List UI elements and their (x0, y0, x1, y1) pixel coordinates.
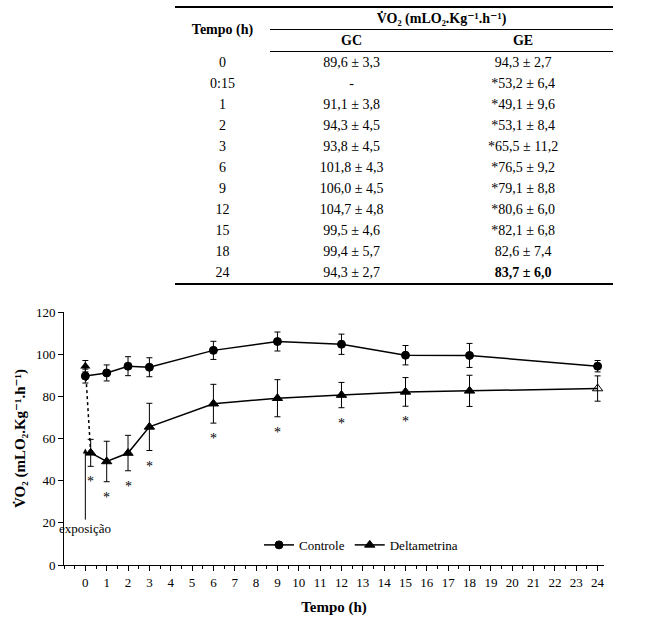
html-text:94,3 ± 2,7: 94,3 ± 2,7 (323, 265, 380, 280)
html-text:94,3 ± 2,7: 94,3 ± 2,7 (494, 55, 552, 70)
html-text:3: 3 (219, 139, 226, 154)
svg-text:18: 18 (463, 575, 476, 590)
svg-text:*: * (125, 479, 132, 494)
html-text:6: 6 (219, 160, 226, 175)
svg-text:Controle: Controle (299, 538, 345, 553)
svg-text:*: * (146, 459, 153, 474)
svg-text:*: * (87, 474, 94, 489)
svg-text:*: * (210, 431, 217, 446)
svg-text:0: 0 (82, 575, 89, 590)
svg-text:17: 17 (442, 575, 456, 590)
svg-text:4: 4 (167, 575, 174, 590)
html-text:101,8 ± 4,3: 101,8 ± 4,3 (319, 160, 384, 175)
html-text:9: 9 (219, 181, 226, 196)
svg-text:10: 10 (292, 575, 305, 590)
html-text:89,6 ± 3,3: 89,6 ± 3,3 (323, 55, 380, 70)
svg-text:22: 22 (548, 575, 561, 590)
html-text:*65,5 ± 11,2: *65,5 ± 11,2 (488, 139, 559, 154)
html-text:GE: GE (513, 33, 534, 48)
svg-text:9: 9 (274, 575, 281, 590)
svg-text:100: 100 (36, 347, 56, 362)
html-text:*53,1 ± 8,4: *53,1 ± 8,4 (491, 118, 555, 133)
html-text:94,3 ± 4,5: 94,3 ± 4,5 (323, 118, 380, 133)
html-text:99,4 ± 5,7: 99,4 ± 5,7 (323, 244, 380, 259)
svg-text:40: 40 (42, 473, 55, 488)
html-text:104,7 ± 4,8: 104,7 ± 4,8 (319, 202, 384, 217)
svg-text:13: 13 (356, 575, 369, 590)
svg-text:6: 6 (210, 575, 217, 590)
svg-text:3: 3 (146, 575, 153, 590)
svg-text:60: 60 (42, 431, 55, 446)
html-text:*79,1 ± 8,8: *79,1 ± 8,8 (491, 181, 555, 196)
html-text:0: 0 (219, 54, 226, 70)
svg-text:*: * (103, 490, 110, 505)
html-text:99,5 ± 4,6: 99,5 ± 4,6 (323, 223, 380, 238)
svg-text:*: * (338, 416, 345, 431)
html-text:*49,1 ± 9,6: *49,1 ± 9,6 (491, 97, 555, 112)
svg-text:20: 20 (42, 515, 55, 530)
html-text:*80,6 ± 6,0: *80,6 ± 6,0 (491, 202, 555, 217)
svg-text:20: 20 (506, 575, 519, 590)
html-text:12: 12 (215, 202, 230, 217)
svg-text:21: 21 (527, 575, 540, 590)
html-text:*76,5 ± 9,2: *76,5 ± 9,2 (491, 160, 555, 175)
svg-text:exposição: exposição (59, 521, 111, 536)
svg-text:*: * (274, 425, 281, 440)
svg-text:5: 5 (189, 575, 196, 590)
html-text:24: 24 (215, 265, 230, 280)
html-text:*53,2 ± 6,4: *53,2 ± 6,4 (491, 76, 555, 91)
svg-text:*: * (402, 414, 409, 429)
svg-text:11: 11 (314, 575, 327, 590)
html-text:83,7 ± 6,0: 83,7 ± 6,0 (494, 265, 552, 280)
svg-text:7: 7 (232, 575, 239, 590)
html-text:0:15: 0:15 (210, 76, 235, 91)
svg-text:15: 15 (399, 575, 412, 590)
svg-text:8: 8 (253, 575, 260, 590)
html-text:GC: GC (341, 33, 363, 48)
html-text:V̇O₂ (mLO₂.Kg⁻¹.h⁻¹): V̇O₂ (mLO₂.Kg⁻¹.h⁻¹) (376, 11, 507, 26)
html-text:82,6 ± 7,4: 82,6 ± 7,4 (494, 244, 552, 259)
svg-text:V̇O₂ (mLO₂.Kg⁻¹.h⁻¹): V̇O₂ (mLO₂.Kg⁻¹.h⁻¹) (12, 369, 29, 508)
svg-text:23: 23 (570, 575, 583, 590)
html-text:Tempo (h): Tempo (h) (191, 22, 254, 38)
svg-text:120: 120 (36, 305, 56, 320)
html-text:15: 15 (215, 223, 230, 238)
svg-text:Tempo (h): Tempo (h) (301, 599, 367, 616)
svg-text:24: 24 (591, 575, 605, 590)
html-text:2: 2 (219, 118, 226, 133)
html-text:93,8 ± 4,5: 93,8 ± 4,5 (323, 139, 380, 154)
html-text:*82,1 ± 6,8: *82,1 ± 6,8 (491, 223, 555, 238)
html-text:106,0 ± 4,5: 106,0 ± 4,5 (319, 181, 384, 196)
svg-text:2: 2 (125, 575, 132, 590)
svg-text:Deltametrina: Deltametrina (390, 538, 458, 553)
html-text:1: 1 (219, 97, 226, 112)
svg-text:14: 14 (378, 575, 392, 590)
svg-text:16: 16 (420, 575, 434, 590)
svg-text:80: 80 (42, 389, 55, 404)
svg-text:0: 0 (49, 558, 56, 573)
html-text:18: 18 (215, 244, 230, 259)
html-text:91,1 ± 3,8: 91,1 ± 3,8 (323, 97, 380, 112)
svg-text:12: 12 (335, 575, 348, 590)
svg-text:1: 1 (103, 575, 110, 590)
svg-text:19: 19 (484, 575, 497, 590)
